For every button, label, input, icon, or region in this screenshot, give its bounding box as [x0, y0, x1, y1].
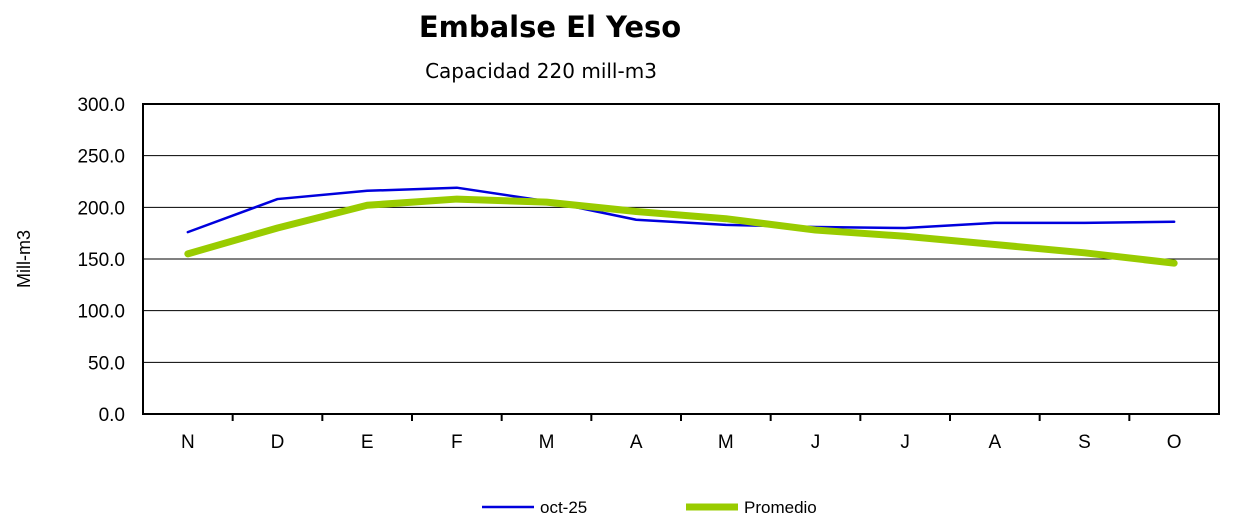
- x-tick-label: F: [451, 432, 463, 453]
- x-tick-label: A: [630, 432, 643, 453]
- y-axis-title: Mill-m3: [14, 230, 34, 288]
- x-tick-label: J: [900, 432, 910, 453]
- series-line-promedio: [184, 195, 1178, 267]
- x-axis-tick-marks: [231, 414, 1131, 421]
- y-tick-label: 50.0: [88, 353, 125, 374]
- x-tick-label: E: [361, 432, 374, 453]
- y-tick-label: 200.0: [77, 198, 125, 219]
- y-tick-label: 100.0: [77, 302, 125, 323]
- y-axis-tick-labels: 0.0 50.0 100.0 150.0 200.0 250.0 300.0: [77, 95, 125, 426]
- y-tick-label: 300.0: [77, 95, 125, 116]
- chart-subtitle: Capacidad 220 mill-m3: [425, 59, 657, 83]
- y-tick-label: 250.0: [77, 147, 125, 168]
- x-tick-label: N: [181, 432, 195, 453]
- y-tick-label: 0.0: [99, 405, 125, 426]
- x-tick-label: O: [1167, 432, 1182, 453]
- x-tick-label: D: [271, 432, 285, 453]
- x-tick-label: A: [988, 432, 1001, 453]
- series-lines: [184, 186, 1178, 267]
- legend: oct-25 Promedio: [482, 498, 817, 517]
- y-tick-label: 150.0: [77, 250, 125, 271]
- legend-label: Promedio: [744, 498, 817, 517]
- legend-label: oct-25: [540, 498, 587, 517]
- x-tick-label: M: [539, 432, 555, 453]
- gridlines: [143, 155, 1219, 363]
- x-tick-label: J: [811, 432, 821, 453]
- x-tick-label: M: [718, 432, 734, 453]
- series-line-oct-25: [186, 186, 1176, 234]
- chart-title: Embalse El Yeso: [419, 10, 681, 44]
- x-tick-label: S: [1078, 432, 1091, 453]
